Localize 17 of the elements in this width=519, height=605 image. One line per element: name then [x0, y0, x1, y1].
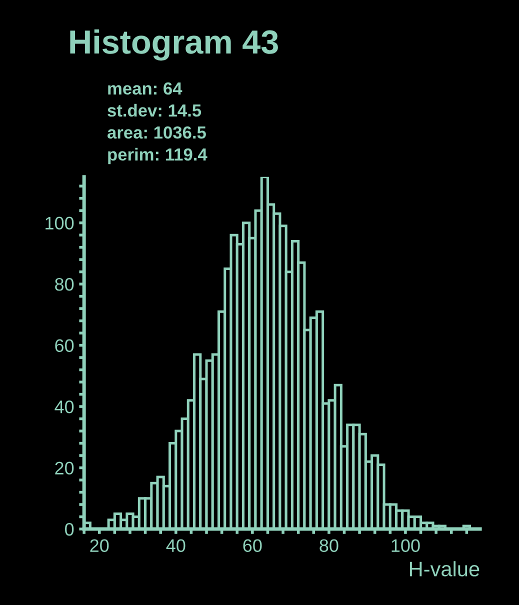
x-tick-label: 60: [243, 539, 262, 552]
y-tick-label: 100: [46, 216, 74, 230]
text: st.dev: 14.5: [108, 104, 202, 117]
y-tick-label: 80: [55, 278, 74, 291]
y-tick-label: 20: [55, 462, 74, 474]
x-tick-label: 20: [90, 539, 109, 552]
y-tick-label: 0: [65, 522, 74, 536]
chart-title: Histogram 43: [70, 29, 278, 61]
text: perim: 119.4: [108, 148, 208, 164]
text: mean: 64: [108, 82, 182, 95]
y-tick-label: 60: [55, 339, 74, 352]
x-tick-label: 80: [320, 539, 338, 552]
text: area: 1036.5: [108, 126, 206, 139]
x-tick-label: 40: [166, 539, 186, 552]
y-tick-label: 40: [54, 400, 74, 414]
x-tick-label: 100: [392, 539, 420, 552]
x-axis-title: H-value: [410, 561, 480, 576]
